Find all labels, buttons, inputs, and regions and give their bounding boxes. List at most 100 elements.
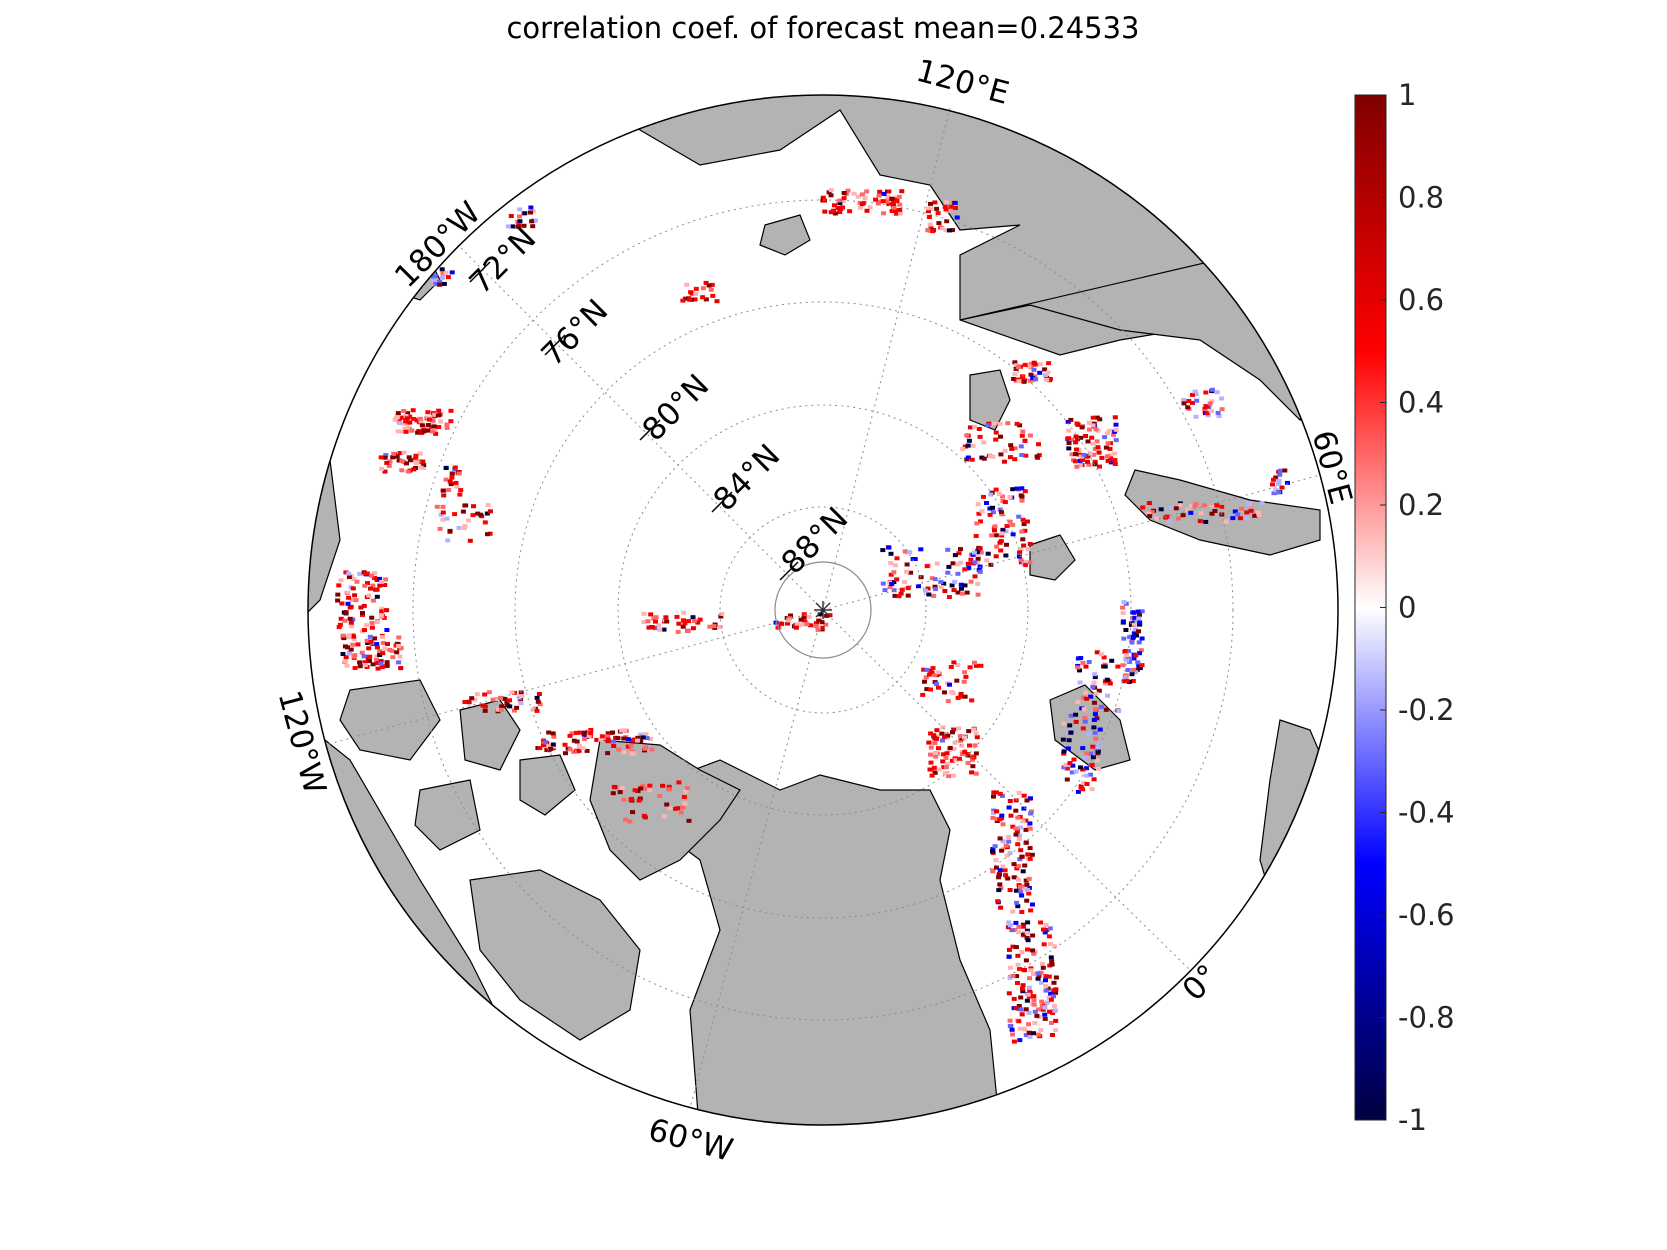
correlation-cell	[349, 624, 355, 629]
correlation-cell	[998, 548, 1004, 553]
correlation-cell	[708, 287, 714, 292]
correlation-cell	[340, 633, 346, 638]
correlation-cell	[342, 659, 348, 664]
correlation-cell	[372, 571, 378, 576]
correlation-cell	[910, 557, 916, 561]
correlation-cell	[889, 582, 895, 586]
correlation-cell	[1007, 851, 1013, 856]
correlation-cell	[1020, 429, 1026, 434]
correlation-cell	[955, 562, 961, 567]
correlation-cell	[1158, 507, 1164, 512]
correlation-cell	[1026, 876, 1032, 881]
correlation-cell	[819, 620, 825, 625]
correlation-cell	[927, 767, 933, 772]
correlation-cell	[1111, 432, 1116, 437]
correlation-cell	[1083, 773, 1089, 778]
land-ellesmere	[589, 739, 741, 881]
correlation-cell	[348, 620, 354, 625]
correlation-cell	[348, 647, 354, 652]
correlation-cell	[908, 570, 914, 575]
correlation-cell	[384, 663, 390, 668]
correlation-cell	[966, 438, 972, 443]
correlation-cell	[440, 510, 446, 515]
correlation-cell	[1026, 364, 1032, 369]
correlation-cell	[530, 707, 536, 712]
correlation-cell	[931, 593, 937, 598]
correlation-cell	[1136, 663, 1142, 668]
correlation-cell	[370, 598, 376, 603]
correlation-cell	[351, 654, 357, 659]
correlation-cell	[881, 211, 887, 216]
correlation-cell	[1019, 910, 1025, 914]
correlation-cell	[1190, 392, 1195, 397]
correlation-cell	[1018, 848, 1024, 853]
correlation-cell	[346, 595, 352, 600]
correlation-cell	[340, 652, 346, 656]
correlation-cell	[431, 278, 437, 283]
correlation-cell	[695, 620, 701, 625]
correlation-cell	[934, 561, 940, 566]
correlation-cell	[366, 646, 372, 651]
correlation-cell	[951, 727, 957, 732]
correlation-cell	[956, 551, 962, 556]
correlation-cell	[621, 736, 627, 741]
correlation-cell	[1019, 986, 1025, 991]
correlation-cell	[891, 200, 897, 205]
correlation-cell	[1090, 744, 1096, 749]
correlation-cell	[1181, 401, 1187, 406]
correlation-cell	[998, 905, 1004, 910]
correlation-cell	[991, 421, 997, 426]
correlation-cell	[1256, 510, 1261, 515]
correlation-cell	[640, 783, 646, 788]
correlation-cell	[934, 736, 940, 741]
correlation-cell	[1027, 433, 1033, 438]
correlation-cell	[1193, 502, 1199, 507]
correlation-cell	[1024, 882, 1030, 887]
correlation-cell	[454, 484, 460, 489]
correlation-cell	[1133, 653, 1139, 658]
colorbar-tick-label: 0.8	[1398, 181, 1444, 215]
correlation-cell	[391, 451, 397, 456]
correlation-cell	[1066, 738, 1072, 743]
correlation-cell	[653, 615, 659, 620]
correlation-cell	[1103, 445, 1109, 450]
correlation-cell	[1017, 967, 1023, 972]
correlation-cell	[1032, 1009, 1038, 1014]
correlation-cell	[1075, 437, 1080, 442]
correlation-cell	[828, 188, 834, 193]
correlation-cell	[374, 645, 380, 650]
correlation-cell	[462, 526, 467, 531]
correlation-cell	[367, 634, 373, 639]
correlation-cell	[1014, 900, 1020, 905]
correlation-cell	[384, 460, 390, 465]
correlation-cell	[394, 650, 400, 655]
correlation-cell	[1085, 459, 1090, 464]
correlation-cell	[1093, 736, 1099, 741]
correlation-cell	[355, 642, 361, 647]
correlation-cell	[965, 761, 971, 765]
correlation-cell	[643, 732, 649, 737]
correlation-cell	[951, 660, 957, 665]
correlation-cell	[485, 503, 491, 508]
correlation-cell	[1036, 442, 1041, 447]
correlation-cell	[611, 784, 617, 789]
colorbar-tick-label: -0.6	[1398, 898, 1455, 932]
correlation-cell	[1002, 448, 1008, 453]
correlation-cell	[1248, 508, 1254, 513]
correlation-cell	[615, 736, 621, 741]
correlation-cell	[1124, 653, 1129, 658]
correlation-cell	[1016, 379, 1022, 384]
correlation-cell	[943, 200, 949, 205]
correlation-cell	[933, 751, 938, 755]
colorbar-tick-label: 0.2	[1398, 488, 1444, 522]
correlation-cell	[1186, 399, 1192, 403]
correlation-cell	[551, 734, 557, 739]
correlation-cell	[1102, 435, 1108, 440]
correlation-cell	[1282, 468, 1288, 473]
correlation-cell	[1025, 920, 1031, 925]
correlation-cell	[857, 205, 863, 210]
correlation-cell	[1011, 862, 1017, 867]
correlation-cell	[498, 695, 503, 700]
correlation-cell	[813, 621, 819, 626]
correlation-cell	[841, 196, 847, 201]
